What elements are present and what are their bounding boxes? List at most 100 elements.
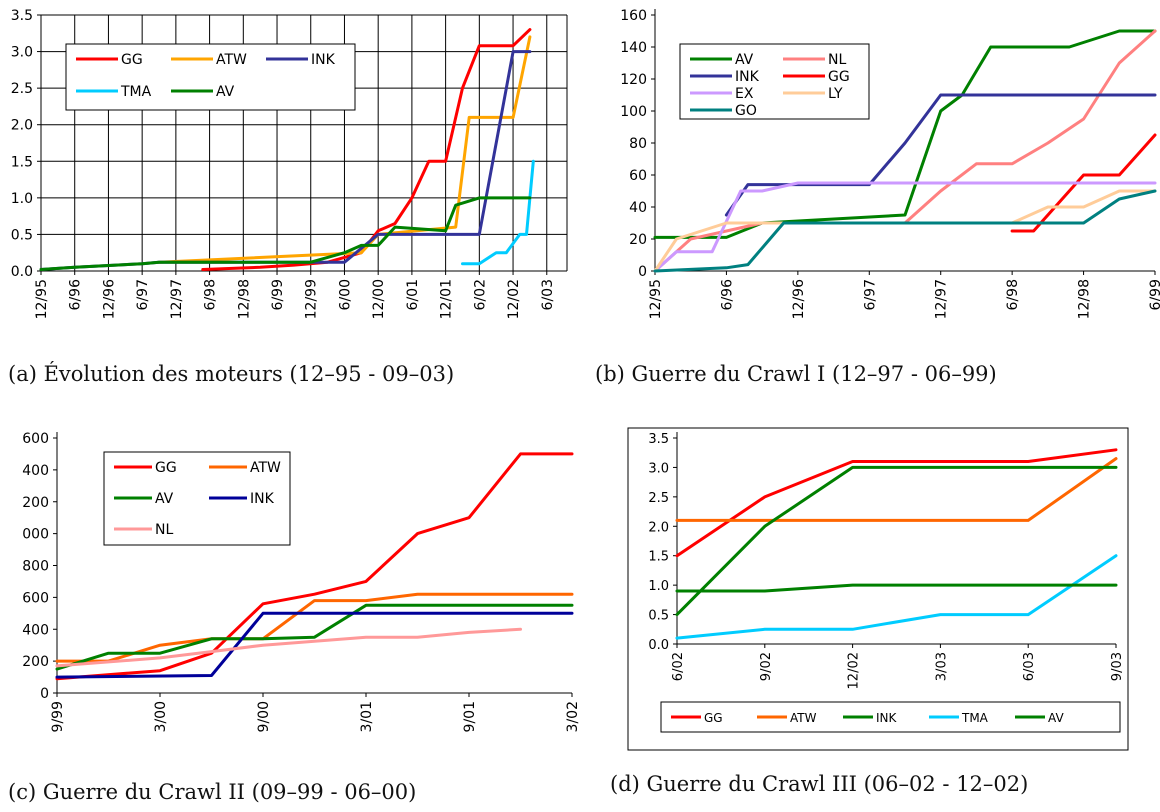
- series-line-av: [55, 603, 574, 671]
- legend: GG ATW AV INK NL: [103, 451, 291, 546]
- legend-label: AV: [216, 84, 235, 100]
- x-tick-label: 9/99: [50, 701, 66, 732]
- legend-label: INK: [250, 491, 275, 507]
- y-tick-label: 1.5: [648, 550, 669, 565]
- legend-label: AV: [155, 491, 174, 507]
- x-tick-label: 6/03: [540, 279, 556, 310]
- y-tick-label: 000: [22, 527, 49, 543]
- x-tick-label: 6/00: [337, 279, 353, 310]
- series-line-av: [653, 29, 1157, 239]
- y-tick-label: 20: [629, 232, 647, 248]
- y-tick-label: 120: [620, 72, 647, 88]
- y-tick-label: 2.5: [11, 81, 33, 97]
- legend-label: INK: [311, 52, 336, 68]
- legend-label: TMA: [120, 84, 152, 100]
- legend-label: AV: [735, 52, 754, 68]
- y-tick-label: 2.5: [648, 491, 669, 506]
- x-tick-label: 6/96: [719, 279, 735, 311]
- legend-label: TMA: [961, 711, 989, 725]
- x-tick-label: 9/01: [462, 701, 478, 732]
- legend-label: LY: [828, 86, 843, 102]
- series-line-tma: [675, 554, 1118, 640]
- x-tick-label: 6/03: [1022, 652, 1037, 681]
- y-tick-label: 0.0: [648, 638, 669, 653]
- y-tick-label: 1.0: [648, 579, 669, 594]
- y-tick-label: 2.0: [648, 520, 669, 535]
- y-tick-label: 100: [620, 104, 647, 120]
- legend-box: [679, 43, 870, 120]
- series-line-av: [675, 583, 1118, 593]
- legend-label: ATW: [790, 711, 817, 725]
- y-tick-label: 0.5: [648, 609, 669, 624]
- legend-label: INK: [735, 69, 760, 85]
- y-tick-label: 400: [22, 622, 49, 638]
- legend: GG ATW INK TMA AV: [660, 701, 1121, 733]
- chart-b: 0 20 40 60 80 100 120 140 160 12/95 6/96 12/96 6/97 1…: [620, 8, 1160, 319]
- caption-a: (a) Évolution des moteurs (12–95 - 09–03…: [8, 362, 455, 386]
- series-line-gg: [1010, 133, 1157, 233]
- chart-d: 0.0 0.5 1.0 1.5 2.0 2.5 3.0 3.5 6/02 9/02 12/02 3/0…: [627, 427, 1129, 751]
- series-line-ex: [653, 181, 1157, 273]
- x-tick-label: 12/97: [169, 279, 185, 319]
- y-tick-label: 600: [22, 431, 49, 447]
- y-tick-label: 0: [638, 264, 647, 280]
- caption-d: (d) Guerre du Crawl III (06–02 - 12–02): [610, 772, 1029, 796]
- series-line-gg: [201, 28, 532, 271]
- series-line-nl: [653, 29, 1157, 273]
- legend-label: ATW: [216, 52, 247, 68]
- y-tick-label: 200: [22, 654, 49, 670]
- x-tick-label: 9/00: [256, 701, 272, 732]
- legend-label: EX: [735, 86, 754, 102]
- x-tick-label: 3/00: [153, 701, 169, 732]
- y-tick-label: 160: [620, 8, 647, 24]
- x-tick-label: 3/01: [359, 701, 375, 732]
- x-tick-label: 3/02: [565, 701, 581, 732]
- x-tick-label: 6/97: [862, 279, 878, 310]
- y-tick-label: 140: [620, 40, 647, 56]
- chart-c: 0 200 400 600 800 000 200 400 600 9/99 3/00 9/00 3/0…: [22, 431, 581, 732]
- series-line-nl: [55, 627, 522, 668]
- x-tick-label: 12/02: [506, 279, 522, 319]
- x-tick-label: 12/96: [791, 279, 807, 319]
- x-tick-label: 6/99: [270, 279, 286, 310]
- x-tick-label: 6/02: [671, 652, 686, 681]
- legend-label: GO: [735, 103, 757, 119]
- y-tick-label: 80: [629, 136, 647, 152]
- legend-label: AV: [1048, 711, 1064, 725]
- series-line-atw: [157, 35, 532, 264]
- legend-label: GG: [155, 460, 177, 476]
- x-tick-label: 12/99: [304, 279, 320, 319]
- x-tick-label: 3/03: [934, 652, 949, 681]
- y-tick-label: 2.0: [11, 118, 33, 134]
- legend-label: NL: [155, 522, 173, 538]
- x-tick-label: 12/97: [934, 279, 950, 319]
- y-tick-label: 60: [629, 168, 647, 184]
- y-tick-label: 3.5: [648, 432, 669, 447]
- x-tick-label: 6/98: [203, 279, 219, 310]
- chart-frame: [627, 427, 1129, 751]
- y-tick-label: 800: [22, 559, 49, 575]
- x-tick-label: 12/98: [236, 279, 252, 319]
- x-tick-label: 12/96: [101, 279, 117, 319]
- series-line-gg: [675, 448, 1118, 558]
- series-line-ink: [675, 465, 1118, 617]
- chart-a: 0.0 0.5 1.0 1.5 2.0 2.5 3.0 3.5 12/95 6/96 12/96 6/…: [11, 8, 568, 319]
- y-tick-label: 0: [40, 686, 49, 702]
- y-tick-label: 400: [22, 463, 49, 479]
- x-tick-label: 9/03: [1110, 652, 1125, 681]
- x-tick-label: 6/99: [1148, 279, 1160, 310]
- x-tick-label: 12/95: [648, 279, 664, 319]
- legend-label: ATW: [250, 460, 281, 476]
- y-tick-label: 1.0: [11, 191, 33, 207]
- y-tick-label: 40: [629, 200, 647, 216]
- y-tick-label: 600: [22, 590, 49, 606]
- x-tick-label: 6/97: [135, 279, 151, 310]
- x-tick-label: 6/98: [1005, 279, 1021, 310]
- y-tick-label: 3.0: [11, 45, 33, 61]
- x-tick-label: 6/96: [68, 279, 84, 311]
- y-tick-label: 3.0: [648, 461, 669, 476]
- x-tick-label: 12/98: [1077, 279, 1093, 319]
- x-tick-label: 6/02: [472, 279, 488, 310]
- y-tick-label: 3.5: [11, 8, 33, 24]
